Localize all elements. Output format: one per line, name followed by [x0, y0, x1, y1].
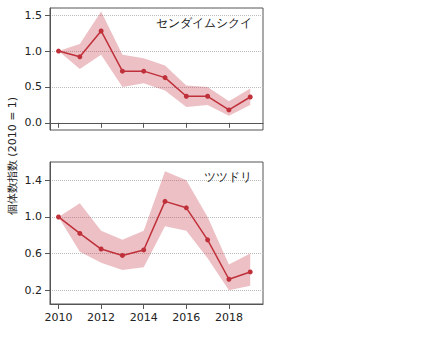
- svg-text:2012: 2012: [87, 311, 115, 324]
- svg-text:1.5: 1.5: [25, 9, 43, 22]
- svg-text:0.0: 0.0: [25, 116, 43, 129]
- svg-text:1.0: 1.0: [25, 210, 43, 223]
- svg-text:0.2: 0.2: [25, 284, 43, 297]
- svg-text:2014: 2014: [130, 311, 158, 324]
- svg-text:2018: 2018: [215, 311, 243, 324]
- svg-text:2016: 2016: [172, 311, 200, 324]
- svg-text:1.0: 1.0: [25, 45, 43, 58]
- svg-text:ツツドリ: ツツドリ: [204, 170, 252, 184]
- svg-text:個体数指数 (2010 = 1): 個体数指数 (2010 = 1): [6, 97, 19, 215]
- svg-text:2010: 2010: [45, 311, 73, 324]
- svg-text:0.6: 0.6: [25, 247, 43, 260]
- svg-text:センダイムシクイ: センダイムシクイ: [156, 16, 252, 30]
- svg-text:0.5: 0.5: [25, 80, 43, 93]
- svg-text:1.4: 1.4: [25, 174, 43, 187]
